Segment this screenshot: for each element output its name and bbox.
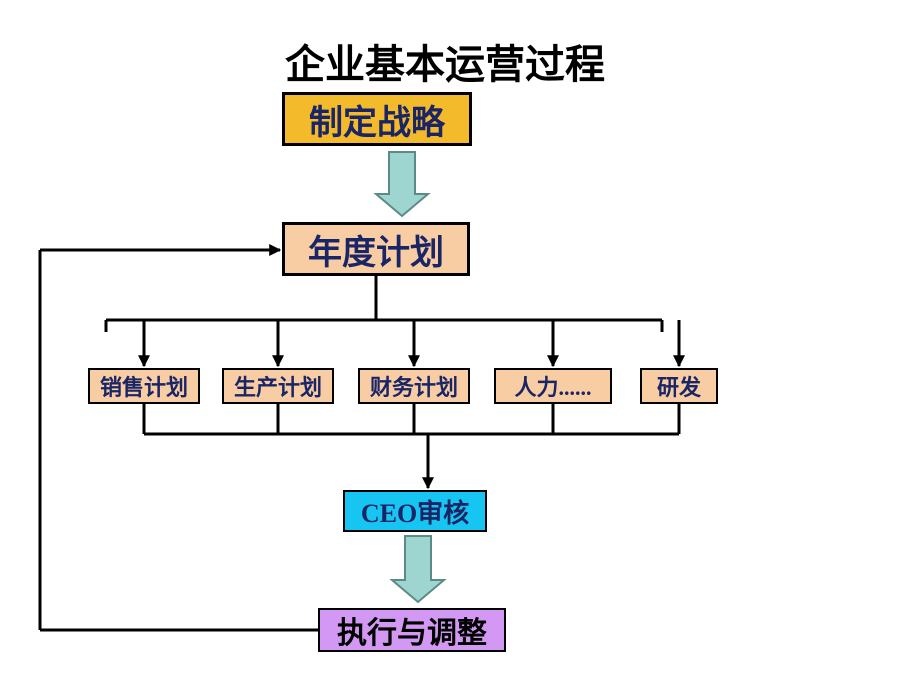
node-strategy: 制定战略 [282,92,472,146]
node-annual_plan: 年度计划 [282,222,470,276]
diagram-title: 企业基本运营过程 [230,32,660,90]
node-hr: 人力...... [494,368,612,404]
block-arrow-arrow_ceo_to_execute [392,536,444,602]
node-rd: 研发 [640,368,718,404]
block-arrow-arrow_strategy_to_annual [376,152,428,216]
node-execute: 执行与调整 [318,608,506,652]
node-sales: 销售计划 [88,368,200,404]
node-ceo: CEO审核 [343,490,487,532]
node-production: 生产计划 [222,368,334,404]
node-finance: 财务计划 [358,368,470,404]
